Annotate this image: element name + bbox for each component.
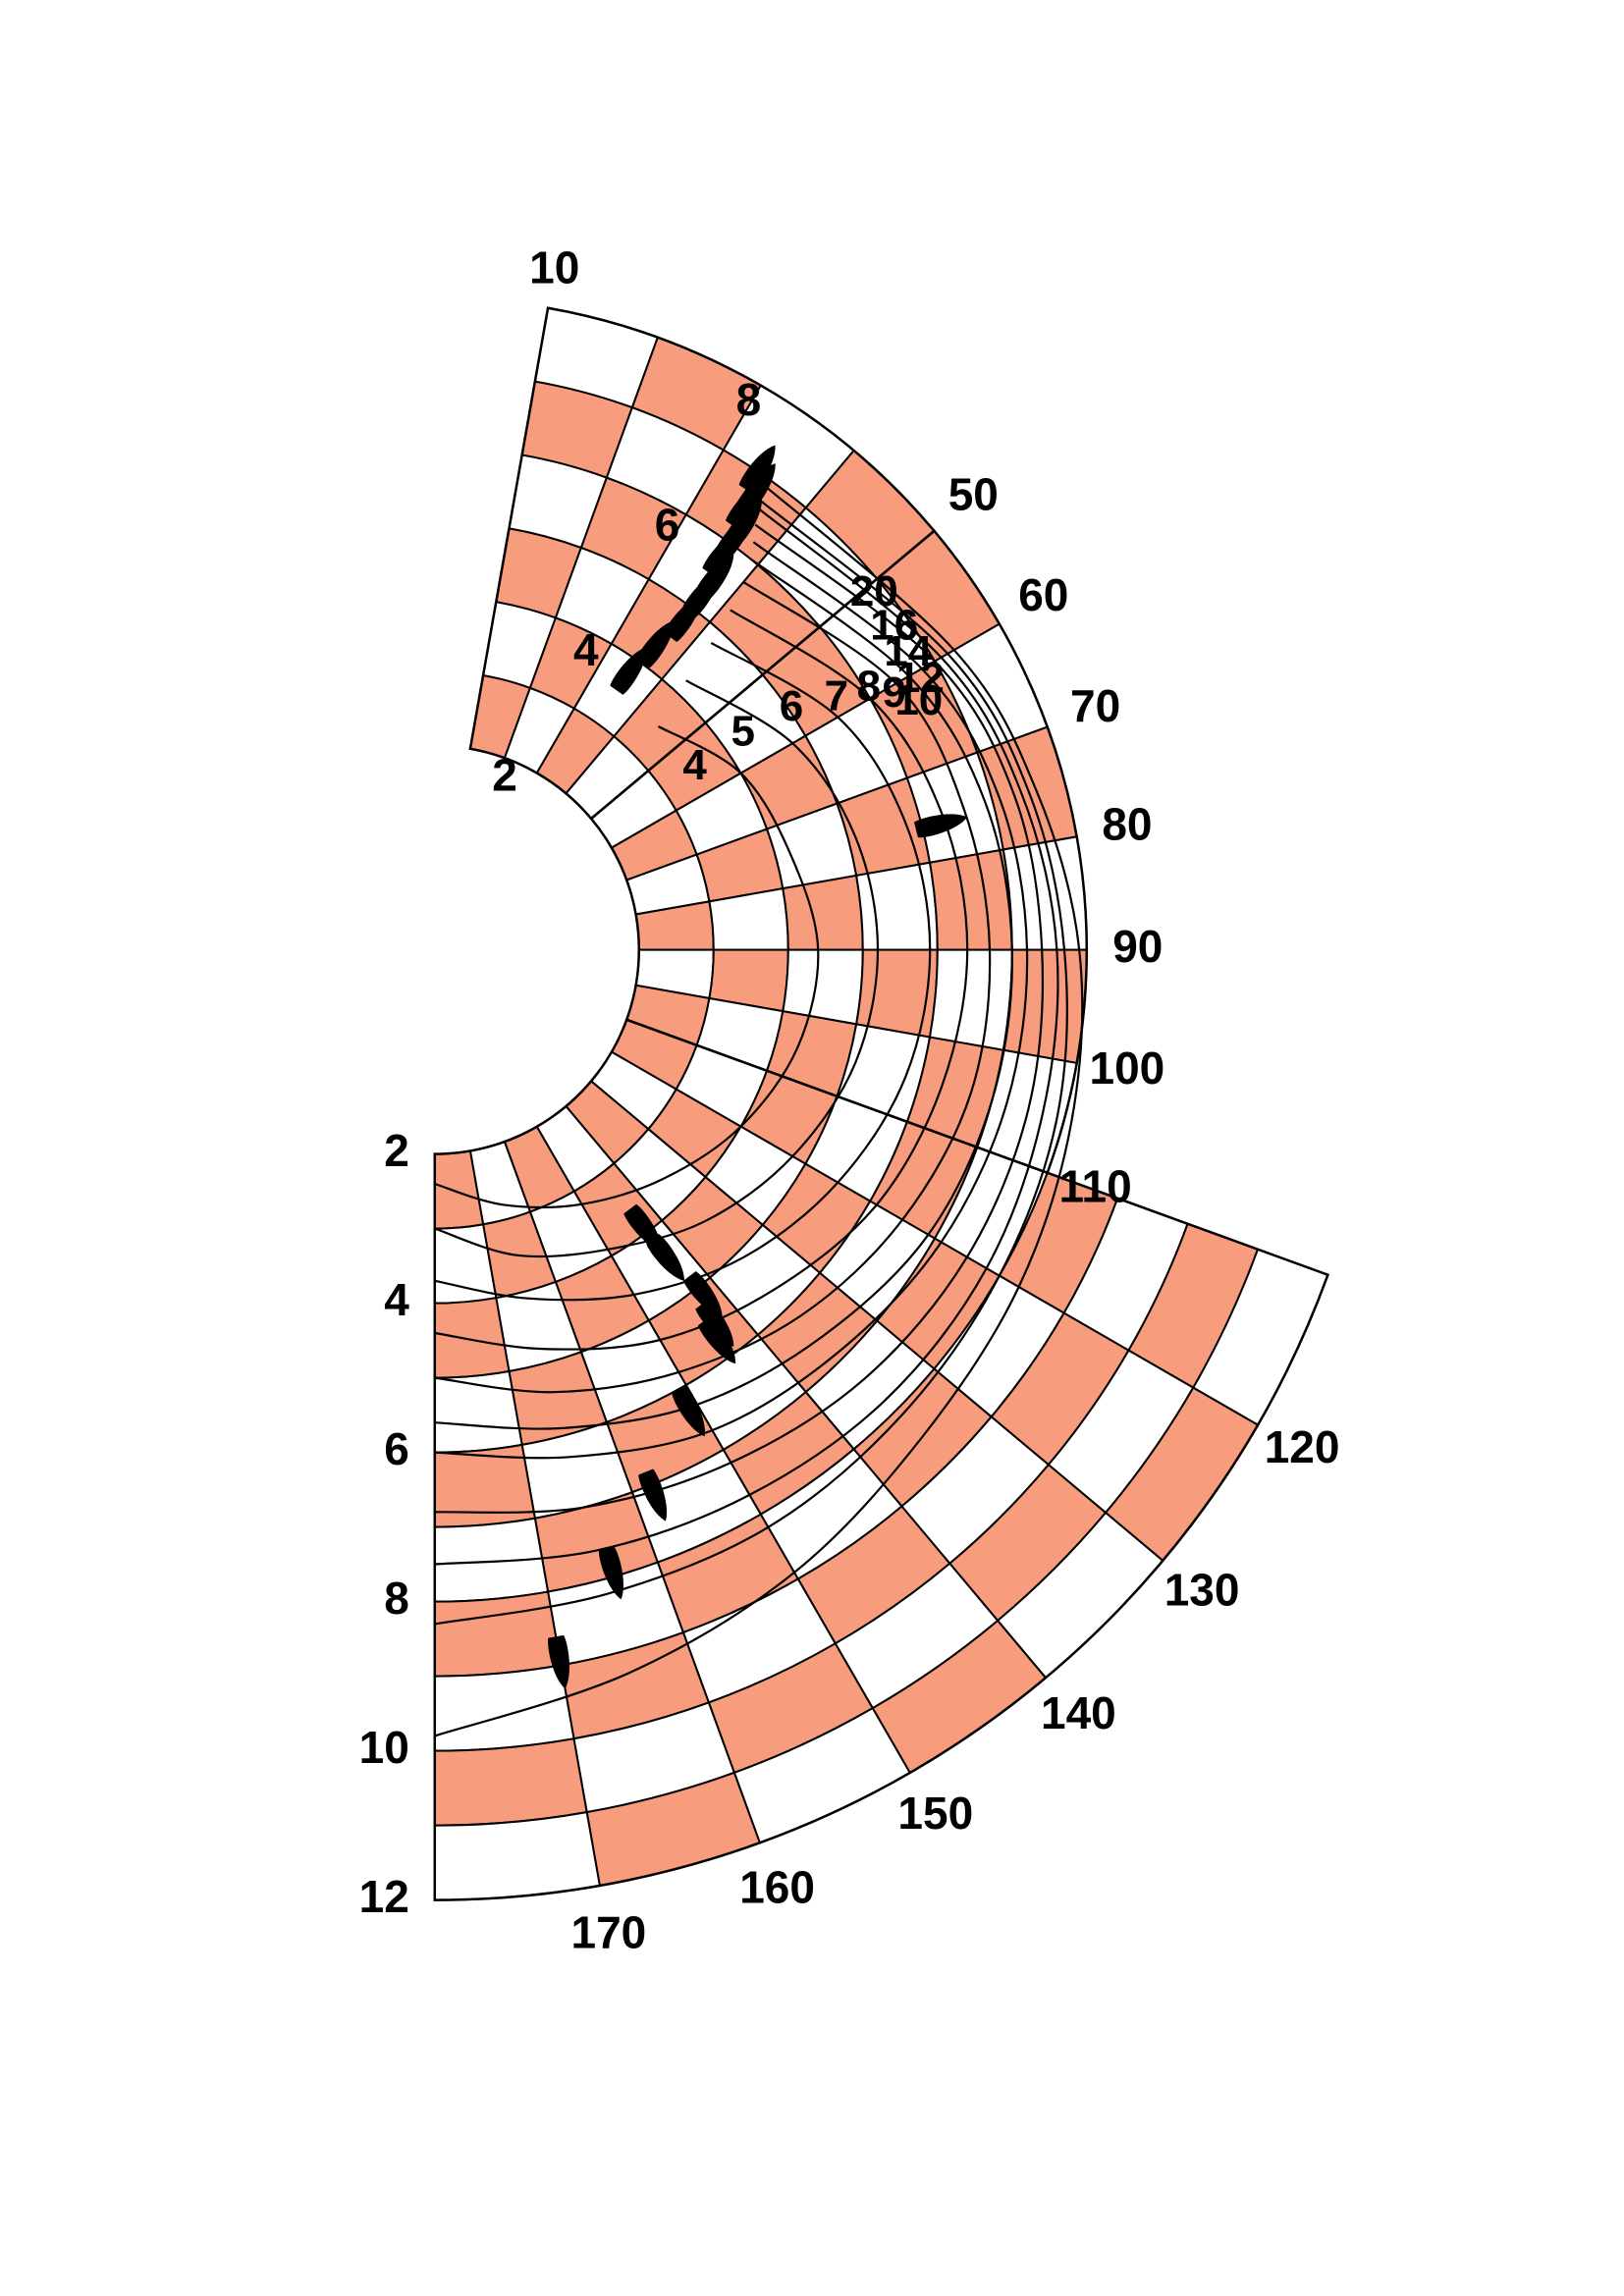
grid-band — [433, 1737, 588, 1827]
angle-tick-150: 150 — [897, 1788, 973, 1839]
polar-curve-14 — [434, 506, 1059, 1566]
angle-tick-170: 170 — [571, 1906, 647, 1957]
angle-tick-90: 90 — [1112, 921, 1163, 972]
upwind-speed-tick-2: 2 — [492, 749, 517, 800]
wind-speed-label-5: 5 — [731, 707, 755, 755]
boat-marker — [697, 1315, 736, 1364]
polar-curve-6 — [434, 641, 932, 1302]
angle-tick-100: 100 — [1090, 1042, 1165, 1094]
sector-outline — [433, 1018, 1330, 1901]
wind-speed-label-4: 4 — [682, 741, 707, 789]
angle-tick-10: 10 — [529, 241, 579, 293]
wind-speed-label-9: 9 — [883, 668, 906, 717]
wind-speed-label-6: 6 — [780, 682, 803, 730]
grid-band — [928, 848, 1013, 951]
downwind-speed-tick-8: 8 — [384, 1573, 409, 1624]
boat-marker — [548, 1634, 569, 1689]
grid-band — [433, 1297, 511, 1379]
boat-marker — [598, 1546, 623, 1600]
wind-speed-label-8: 8 — [857, 663, 881, 711]
upwind-speed-tick-4: 4 — [573, 624, 599, 675]
downwind-speed-tick-4: 4 — [384, 1274, 409, 1325]
polar-curve-layer — [434, 482, 1084, 1737]
angle-tick-110: 110 — [1058, 1161, 1131, 1212]
angle-tick-80: 80 — [1102, 798, 1152, 849]
boat-marker-layer — [548, 445, 968, 1689]
wind-speed-label-20: 20 — [850, 567, 898, 615]
sector-outline — [589, 529, 1089, 1175]
wind-speed-label-14: 14 — [884, 627, 932, 675]
angle-tick-60: 60 — [1018, 569, 1068, 620]
wind-speed-label-16: 16 — [870, 602, 918, 650]
polar-curve-16 — [434, 500, 1068, 1626]
upwind-speed-tick-8: 8 — [736, 374, 762, 425]
polar-curve-7 — [434, 609, 969, 1351]
boat-marker — [672, 1386, 705, 1437]
wind-speed-label-10: 10 — [894, 676, 943, 724]
grid-band — [1001, 948, 1088, 1065]
polar-curve-20 — [434, 482, 1084, 1737]
grid-band — [782, 874, 864, 951]
downwind-speed-tick-2: 2 — [384, 1125, 409, 1176]
polar-curve-5 — [434, 679, 880, 1258]
angle-tick-160: 160 — [739, 1861, 815, 1912]
angle-tick-50: 50 — [948, 469, 999, 520]
sector-outline — [468, 306, 937, 821]
polar-curve-4 — [434, 725, 820, 1209]
downwind-speed-tick-10: 10 — [359, 1722, 409, 1773]
angle-tick-70: 70 — [1070, 680, 1120, 731]
grid-band — [433, 1590, 563, 1678]
angle-tick-130: 130 — [1164, 1564, 1240, 1615]
boat-marker — [738, 445, 776, 494]
polar-curve-9 — [434, 558, 1014, 1430]
wind-speed-label-7: 7 — [825, 672, 848, 721]
grid-band — [433, 1369, 523, 1454]
upwind-speed-tick-6: 6 — [655, 499, 680, 550]
wind-speed-label-12: 12 — [896, 654, 945, 702]
polar-curve-12 — [434, 523, 1044, 1514]
boat-marker — [638, 1468, 667, 1522]
grid-band — [928, 948, 1013, 1051]
boat-marker — [914, 814, 968, 838]
label-layer: 10 50 60 70 80 90 100 110 120 130 140 150 160 170 2 4 6 8… — [359, 241, 1340, 1957]
outline-layer — [433, 306, 1330, 1901]
polar-curve-8 — [434, 580, 992, 1394]
angle-tick-120: 120 — [1265, 1421, 1340, 1472]
boat-marker — [646, 1234, 684, 1281]
downwind-speed-tick-12: 12 — [359, 1871, 409, 1922]
grid-band — [433, 1664, 575, 1752]
angle-tick-140: 140 — [1041, 1687, 1116, 1738]
downwind-speed-tick-6: 6 — [384, 1423, 409, 1474]
polar-curve-10 — [434, 541, 1029, 1460]
grid-band — [433, 1810, 602, 1901]
